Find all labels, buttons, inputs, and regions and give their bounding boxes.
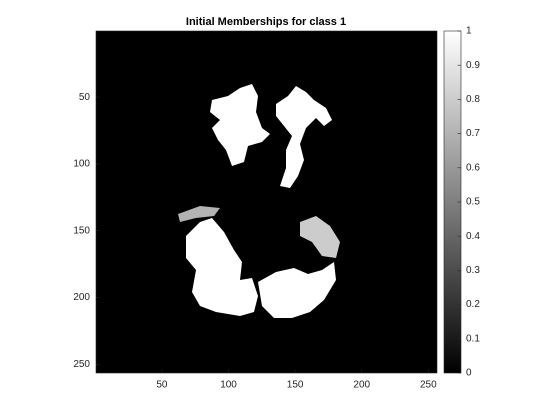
chart-title: Initial Memberships for class 1 (186, 16, 346, 28)
y-tick-label: 150 (73, 225, 90, 236)
colorbar-tick-label: 0.5 (466, 197, 480, 208)
colorbar-tick-label: 1 (466, 26, 472, 37)
x-tick-label: 150 (287, 380, 304, 391)
y-tick-label: 100 (73, 159, 90, 170)
cerebellum-right (258, 262, 336, 318)
x-tick-label: 200 (353, 380, 370, 391)
image-background (96, 31, 437, 373)
cortex-strip (178, 206, 220, 222)
x-tick-label: 50 (156, 380, 168, 391)
image-content (178, 84, 340, 318)
colorbar-tick-label: 0.9 (466, 60, 480, 71)
colorbar-tick-label: 0.1 (466, 333, 480, 344)
colorbar-tick-label: 0.3 (466, 265, 480, 276)
colorbar-tick-label: 0 (466, 368, 472, 379)
y-tick-label: 200 (73, 292, 90, 303)
y-tick-label: 50 (79, 92, 91, 103)
white-matter-left (210, 84, 270, 166)
colorbar-tick-label: 0.7 (466, 128, 480, 139)
colorbar-tick-label: 0.8 (466, 94, 480, 105)
cerebellum-left (186, 218, 258, 316)
temporal-right (300, 216, 340, 258)
colorbar-tick-label: 0.6 (466, 162, 480, 173)
colorbar-tick-label: 0.2 (466, 299, 480, 310)
axes-box (95, 30, 438, 374)
colorbar-tick-label: 0.4 (466, 231, 480, 242)
y-tick-label: 250 (73, 359, 90, 370)
x-tick-label: 100 (220, 380, 237, 391)
white-matter-right (276, 86, 332, 188)
x-tick-label: 250 (420, 380, 437, 391)
